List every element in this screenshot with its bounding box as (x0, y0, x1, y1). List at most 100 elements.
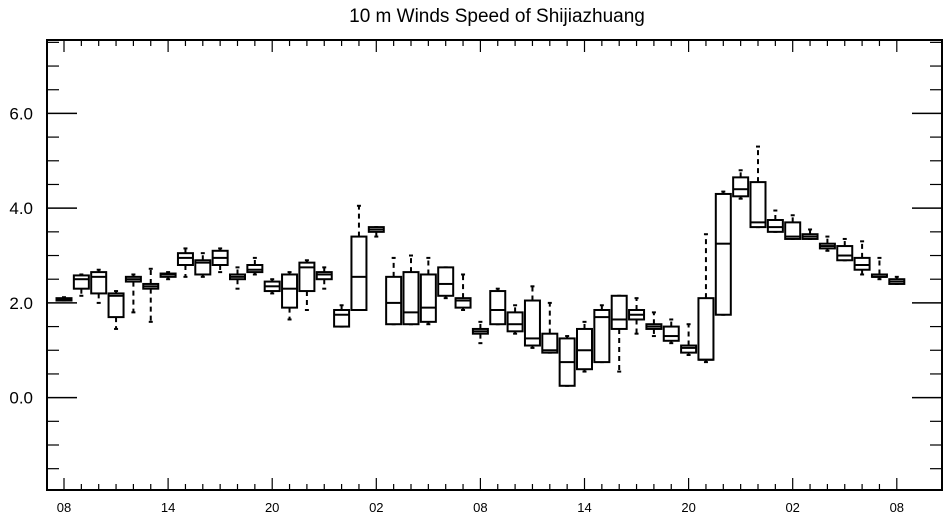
box-body (350, 235, 368, 311)
box (107, 290, 125, 330)
box-body (766, 219, 784, 233)
box (489, 287, 507, 326)
box (541, 301, 559, 354)
y-tick-label: 6.0 (9, 104, 33, 123)
box (281, 271, 299, 321)
y-tick-label: 2.0 (9, 294, 33, 313)
box-body (680, 344, 698, 354)
box (662, 318, 680, 345)
box (90, 268, 108, 304)
box (194, 252, 212, 278)
box-body (454, 297, 472, 309)
box (766, 209, 784, 233)
box (628, 297, 646, 335)
box (732, 169, 750, 200)
box (298, 259, 316, 311)
box-body (662, 325, 680, 342)
x-tick-label: 02 (785, 500, 799, 515)
box (72, 273, 90, 297)
box-body (298, 261, 316, 293)
box (55, 296, 73, 302)
box (471, 320, 489, 345)
box-body (576, 327, 593, 371)
box (315, 266, 333, 290)
box-body (315, 271, 333, 281)
box (454, 273, 472, 311)
box (419, 256, 437, 326)
box (385, 256, 403, 326)
box-body (836, 245, 854, 262)
box-body (593, 309, 611, 364)
chart-title: 10 m Winds Speed of Shijiazhuang (349, 6, 645, 27)
box (784, 214, 802, 240)
box (610, 294, 628, 373)
box-body (281, 273, 299, 309)
box (142, 267, 160, 323)
x-tick-label: 20 (265, 500, 279, 515)
box (229, 266, 246, 290)
box-body (506, 311, 524, 333)
y-tick-label: 4.0 (9, 199, 33, 218)
box (888, 275, 906, 285)
box (749, 145, 767, 229)
box-body (176, 252, 194, 267)
box (801, 228, 819, 240)
box (680, 323, 698, 356)
y-tick-label: 0.0 (9, 389, 33, 408)
box-body (333, 309, 351, 328)
box (523, 285, 541, 349)
box (333, 304, 351, 328)
box (176, 247, 194, 278)
x-tick-label: 02 (369, 500, 383, 515)
plot-frame (46, 39, 943, 491)
box-body (402, 271, 420, 326)
box-body (697, 297, 715, 361)
box (714, 190, 732, 316)
x-tick-label: 14 (577, 500, 591, 515)
x-tick-label: 20 (681, 500, 695, 515)
x-tick-label: 08 (57, 500, 71, 515)
box (367, 226, 385, 238)
box (402, 254, 420, 326)
box-body (749, 181, 767, 229)
y-minor-ticks (47, 41, 942, 470)
box-body (246, 264, 264, 274)
box-body (90, 271, 108, 295)
box (576, 320, 593, 373)
box-body (437, 266, 455, 297)
box-body (489, 290, 507, 326)
box (593, 304, 611, 364)
box-series (55, 145, 906, 387)
box-body (523, 299, 541, 347)
box-body (107, 292, 125, 319)
box (124, 273, 142, 314)
x-tick-label: 08 (890, 500, 904, 515)
box (870, 256, 888, 281)
box (211, 247, 229, 274)
box-body (610, 294, 628, 330)
box-body (541, 332, 559, 354)
box-body (194, 259, 212, 276)
box-body (853, 256, 871, 271)
box (263, 278, 281, 295)
box (853, 240, 871, 276)
box (350, 204, 368, 311)
box-body (714, 192, 732, 316)
box (246, 256, 264, 276)
box (437, 266, 455, 300)
box (558, 335, 576, 387)
box-body (419, 273, 437, 323)
box (818, 235, 836, 252)
box (506, 304, 524, 335)
box-body (72, 274, 90, 290)
box (645, 311, 663, 338)
box-body (385, 275, 403, 326)
y-major-ticks: 0.0 2.0 4.0 6.0 (9, 104, 942, 408)
box (159, 271, 177, 281)
x-tick-label: 08 (473, 500, 487, 515)
box (836, 237, 854, 262)
box-body (784, 221, 802, 240)
box (697, 233, 715, 364)
x-tick-label: 14 (161, 500, 175, 515)
